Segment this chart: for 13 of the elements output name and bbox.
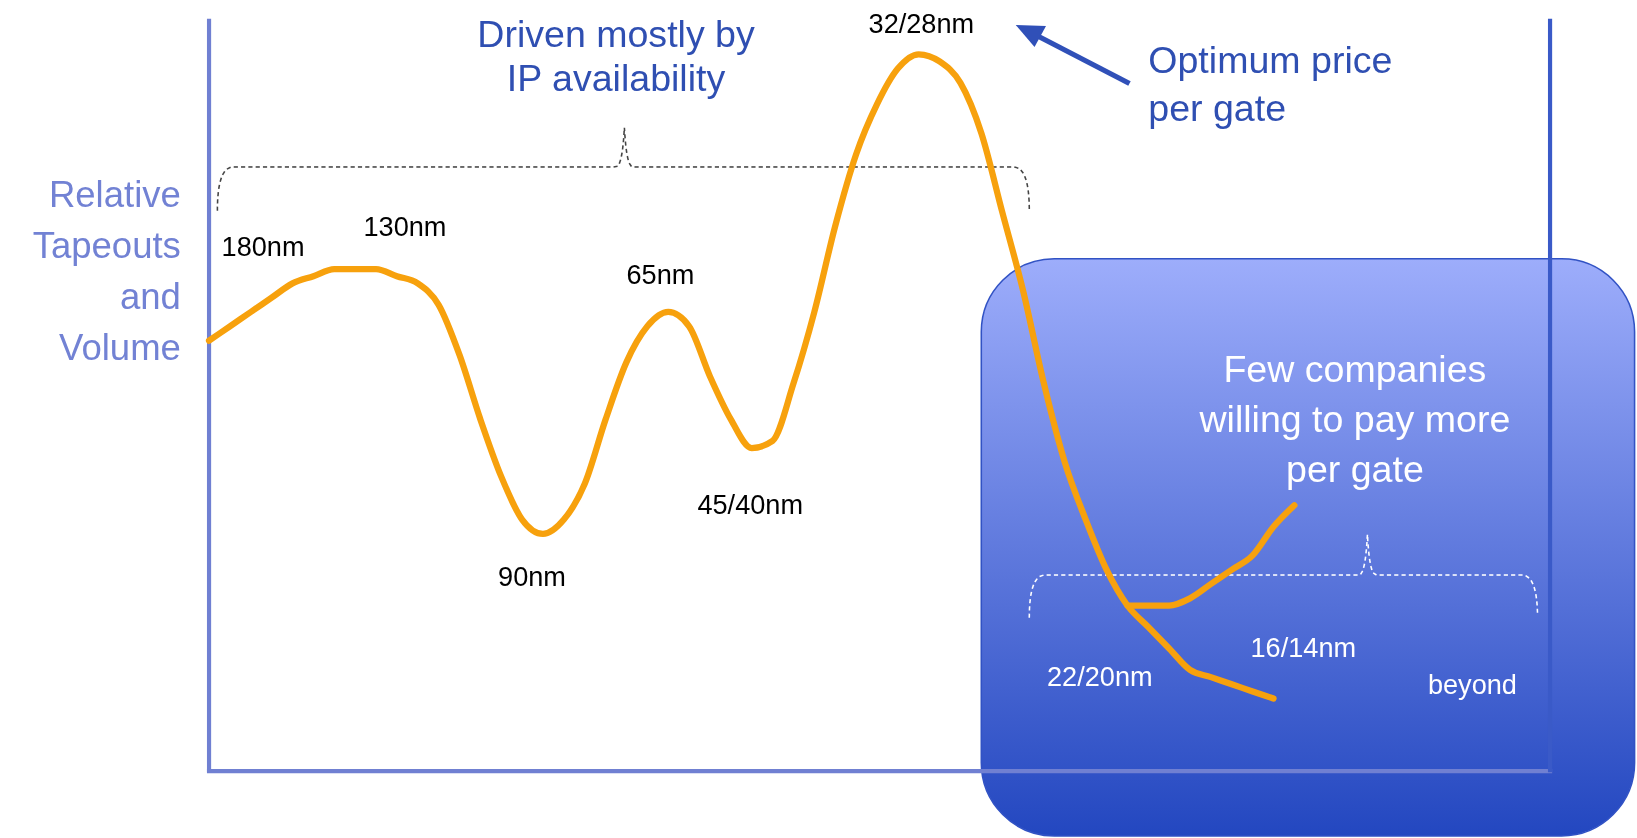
annotation: 45/40nm bbox=[697, 489, 804, 521]
annotation: Driven mostly by IP availability bbox=[477, 12, 756, 99]
annotation: 16/14nm bbox=[1250, 632, 1357, 664]
text: beyond bbox=[1427, 668, 1517, 700]
annotation: Few companies willing to pay more per gate bbox=[1198, 347, 1511, 491]
text: 32/28nm bbox=[868, 8, 975, 40]
annotation: Optimum price per gate bbox=[1148, 39, 1393, 130]
y-axis-title: Relative Tapeouts and Volume bbox=[32, 173, 181, 369]
annotation: 180nm bbox=[221, 230, 305, 262]
annotation: 130nm bbox=[363, 210, 447, 242]
annotation: 22/20nm bbox=[1047, 660, 1153, 692]
annotation: 90nm bbox=[498, 561, 566, 593]
annotation: 65nm bbox=[626, 258, 695, 290]
